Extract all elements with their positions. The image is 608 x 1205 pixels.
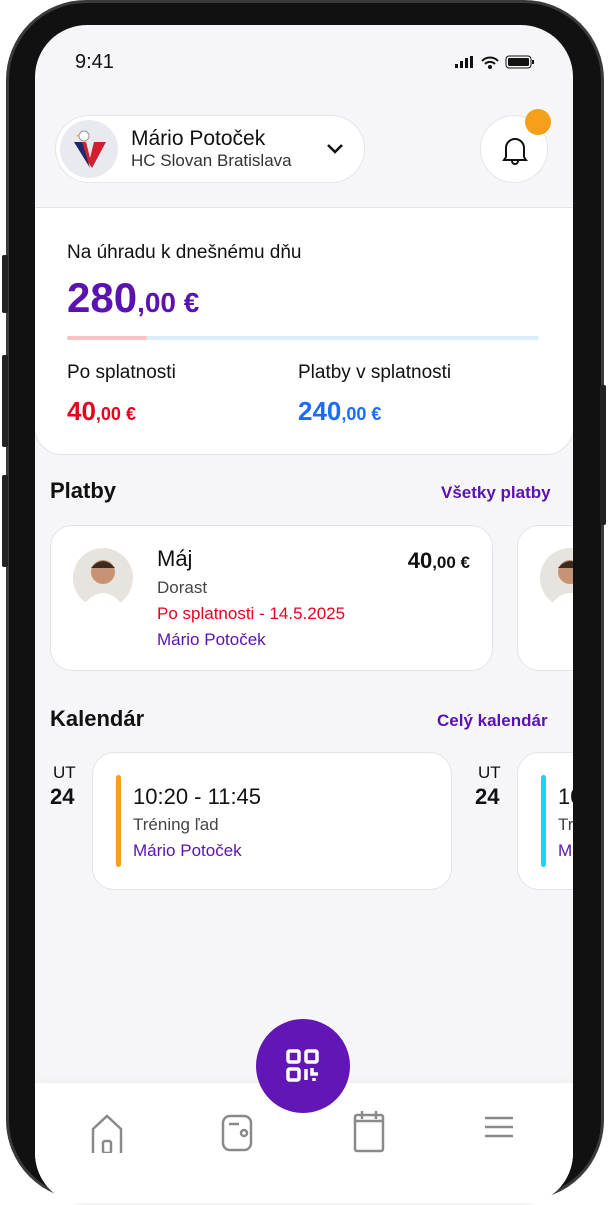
signal-icon bbox=[455, 56, 473, 68]
payment-progress-bar bbox=[67, 336, 539, 340]
wallet-icon[interactable] bbox=[220, 1113, 254, 1153]
battery-icon bbox=[505, 55, 534, 69]
event-date: 24 bbox=[50, 784, 75, 809]
due-amount: 240,00 € bbox=[298, 396, 381, 427]
payment-card[interactable] bbox=[517, 525, 573, 671]
summary-title: Na úhradu k dnešnému dňu bbox=[67, 242, 302, 263]
calendar-icon[interactable] bbox=[352, 1109, 386, 1153]
event-person: M bbox=[558, 841, 573, 860]
menu-icon[interactable] bbox=[482, 1115, 516, 1145]
total-int: 280 bbox=[67, 274, 138, 321]
payment-month: Máj bbox=[157, 546, 193, 571]
due-int: 240 bbox=[298, 396, 342, 426]
event-card[interactable]: 10 Tr M bbox=[517, 752, 573, 890]
person-avatar bbox=[73, 548, 133, 608]
due-label: Platby v splatnosti bbox=[298, 362, 452, 383]
event-card[interactable]: 10:20 - 11:45 Tréning ľad Mário Potoček bbox=[92, 752, 452, 890]
due-dec: ,00 € bbox=[341, 404, 382, 424]
event-name: Tréning ľad bbox=[133, 815, 219, 834]
screen: 9:41 Mário Potoček HC Slovan Bratislava … bbox=[35, 25, 573, 1205]
amount-int: 40 bbox=[407, 548, 433, 573]
full-calendar-link[interactable]: Celý kalendár bbox=[437, 711, 548, 730]
payment-person: Mário Potoček bbox=[157, 630, 266, 649]
overdue-dec: ,00 € bbox=[95, 404, 136, 424]
status-time: 9:41 bbox=[75, 51, 114, 73]
club-logo bbox=[60, 120, 118, 178]
event-time: 10 bbox=[558, 784, 573, 809]
status-icons bbox=[455, 55, 535, 69]
qr-scan-button[interactable] bbox=[256, 1019, 350, 1113]
event-day: UT bbox=[478, 763, 501, 782]
notification-badge bbox=[525, 109, 551, 135]
calendar-title: Kalendár bbox=[50, 706, 145, 731]
overdue-label: Po splatnosti bbox=[67, 362, 176, 383]
event-color-bar bbox=[541, 775, 546, 867]
chevron-down-icon bbox=[327, 144, 343, 154]
overdue-amount: 40,00 € bbox=[67, 396, 136, 427]
phone-button bbox=[2, 475, 8, 567]
phone-button bbox=[2, 255, 8, 313]
person-avatar bbox=[540, 548, 573, 608]
club-name: HC Slovan Bratislava bbox=[131, 151, 292, 170]
bell-icon bbox=[502, 138, 528, 165]
club-selector[interactable]: Mário Potoček HC Slovan Bratislava bbox=[55, 115, 365, 183]
wifi-icon bbox=[481, 56, 499, 69]
payments-title: Platby bbox=[50, 478, 117, 503]
home-icon[interactable] bbox=[90, 1113, 124, 1153]
event-time: 10:20 - 11:45 bbox=[133, 784, 262, 809]
payment-status: Po splatnosti - 14.5.2025 bbox=[157, 604, 346, 623]
event-color-bar bbox=[116, 775, 121, 867]
total-amount: 280,00 € bbox=[67, 274, 199, 322]
phone-button bbox=[600, 385, 606, 525]
event-person: Mário Potoček bbox=[133, 841, 242, 860]
overdue-int: 40 bbox=[67, 396, 96, 426]
event-day: UT bbox=[53, 763, 76, 782]
total-dec: ,00 € bbox=[137, 287, 200, 318]
event-date: 24 bbox=[475, 784, 500, 809]
qr-code-icon bbox=[286, 1049, 319, 1082]
user-name: Mário Potoček bbox=[131, 127, 266, 150]
event-name: Tr bbox=[558, 815, 573, 834]
amount-dec: ,00 € bbox=[432, 553, 470, 572]
summary-card: Na úhradu k dnešnému dňu 280,00 € Po spl… bbox=[35, 207, 573, 455]
payment-card[interactable]: Máj Dorast Po splatnosti - 14.5.2025 Már… bbox=[50, 525, 493, 671]
payment-amount: 40,00 € bbox=[408, 548, 470, 574]
payment-group: Dorast bbox=[157, 578, 208, 597]
phone-button bbox=[2, 355, 8, 447]
overdue-progress bbox=[67, 336, 148, 340]
all-payments-link[interactable]: Všetky platby bbox=[441, 483, 551, 502]
